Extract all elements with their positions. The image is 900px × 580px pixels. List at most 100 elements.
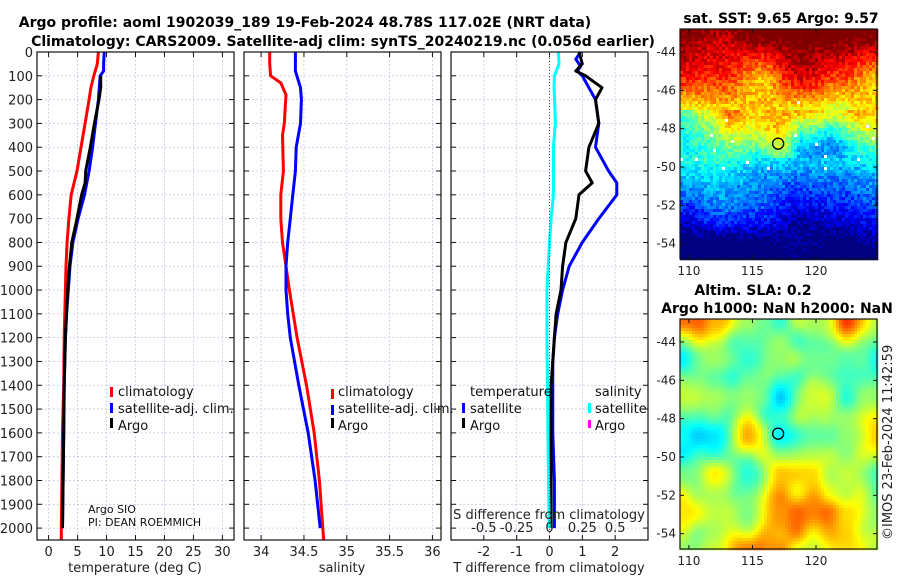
- map-cell: [839, 125, 843, 129]
- map-cell: [848, 53, 852, 57]
- map-cell: [749, 47, 753, 51]
- map-cell: [686, 185, 690, 189]
- map-cell: [794, 167, 798, 171]
- map-cell: [860, 86, 864, 90]
- map-cell: [767, 140, 771, 144]
- map-cell: [728, 233, 732, 237]
- map-cell: [869, 80, 873, 84]
- map-cell: [791, 116, 795, 120]
- map-cell: [830, 128, 834, 132]
- map-cell: [719, 131, 723, 135]
- map-cell: [860, 56, 864, 60]
- map-cell: [716, 200, 720, 204]
- map-cell: [737, 230, 741, 234]
- map-cell: [830, 29, 834, 33]
- map-cell: [728, 53, 732, 57]
- map-cell: [776, 218, 780, 222]
- map-cell: [863, 32, 867, 36]
- map-cell: [794, 29, 798, 33]
- map-cell: [824, 230, 828, 234]
- map-cell: [740, 137, 744, 141]
- map-cell: [749, 182, 753, 186]
- map-cell: [809, 44, 813, 48]
- map-cell: [866, 191, 870, 195]
- map-cell: [710, 173, 714, 177]
- map-cell: [791, 65, 795, 69]
- map-cell: [806, 185, 810, 189]
- map-cell: [734, 173, 738, 177]
- map-cell: [761, 215, 765, 219]
- map-cell: [827, 206, 831, 210]
- map-cell: [860, 104, 864, 108]
- map-cell: [851, 233, 855, 237]
- map-cell: [830, 68, 834, 72]
- map-cell: [767, 188, 771, 192]
- map-cell: [734, 239, 738, 243]
- map-cell: [722, 98, 726, 102]
- map-cell: [782, 89, 786, 93]
- map-cell: [746, 68, 750, 72]
- map-cell: [740, 212, 744, 216]
- map-cell: [761, 41, 765, 45]
- map-cell: [740, 164, 744, 168]
- map-cell: [719, 104, 723, 108]
- map-cell: [755, 182, 759, 186]
- map-cell: [830, 80, 834, 84]
- map-cell: [872, 149, 876, 153]
- map-cell: [779, 56, 783, 60]
- map-cell: [752, 179, 756, 183]
- map-cell: [830, 173, 834, 177]
- map-cell: [692, 233, 696, 237]
- map-cell: [740, 143, 744, 147]
- map-cell: [833, 74, 837, 78]
- map-cell: [758, 86, 762, 90]
- map-cell: [698, 218, 702, 222]
- map-cell: [782, 110, 786, 114]
- map-cell: [689, 101, 693, 105]
- map-cell: [815, 98, 819, 102]
- map-cell: [812, 182, 816, 186]
- map-cell: [806, 233, 810, 237]
- map-cell: [722, 104, 726, 108]
- map-cell: [857, 197, 861, 201]
- map-cell: [785, 206, 789, 210]
- map-cell: [698, 122, 702, 126]
- map-cell: [857, 32, 861, 36]
- map-cell: [680, 173, 684, 177]
- map-cell: [716, 32, 720, 36]
- map-cell: [815, 116, 819, 120]
- map-cell: [734, 122, 738, 126]
- map-cell: [728, 32, 732, 36]
- map-cell: [812, 74, 816, 78]
- map-cell: [872, 146, 876, 150]
- map-cell: [845, 128, 849, 132]
- map-cell: [776, 104, 780, 108]
- map-cell: [728, 50, 732, 54]
- map-cell: [758, 230, 762, 234]
- map-cell: [860, 215, 864, 219]
- map-cell: [704, 164, 708, 168]
- map-cell: [710, 65, 714, 69]
- map-cell: [860, 83, 864, 87]
- map-cell: [716, 89, 720, 93]
- map-cell: [695, 152, 699, 156]
- map-cell: [683, 149, 687, 153]
- map-cell: [740, 152, 744, 156]
- map-cell: [731, 236, 735, 240]
- map-cell: [737, 197, 741, 201]
- map-cell: [752, 185, 756, 189]
- map-cell: [863, 140, 867, 144]
- map-cell: [872, 92, 876, 96]
- map-cell: [716, 188, 720, 192]
- map-cell: [707, 47, 711, 51]
- map-cell: [725, 50, 729, 54]
- map-cell: [782, 95, 786, 99]
- map-cell: [839, 209, 843, 213]
- map-cell: [770, 44, 774, 48]
- map-cell: [785, 149, 789, 153]
- map-cell: [734, 41, 738, 45]
- map-cell: [770, 95, 774, 99]
- map-cell: [746, 182, 750, 186]
- map-cell: [800, 110, 804, 114]
- map-cell: [812, 200, 816, 204]
